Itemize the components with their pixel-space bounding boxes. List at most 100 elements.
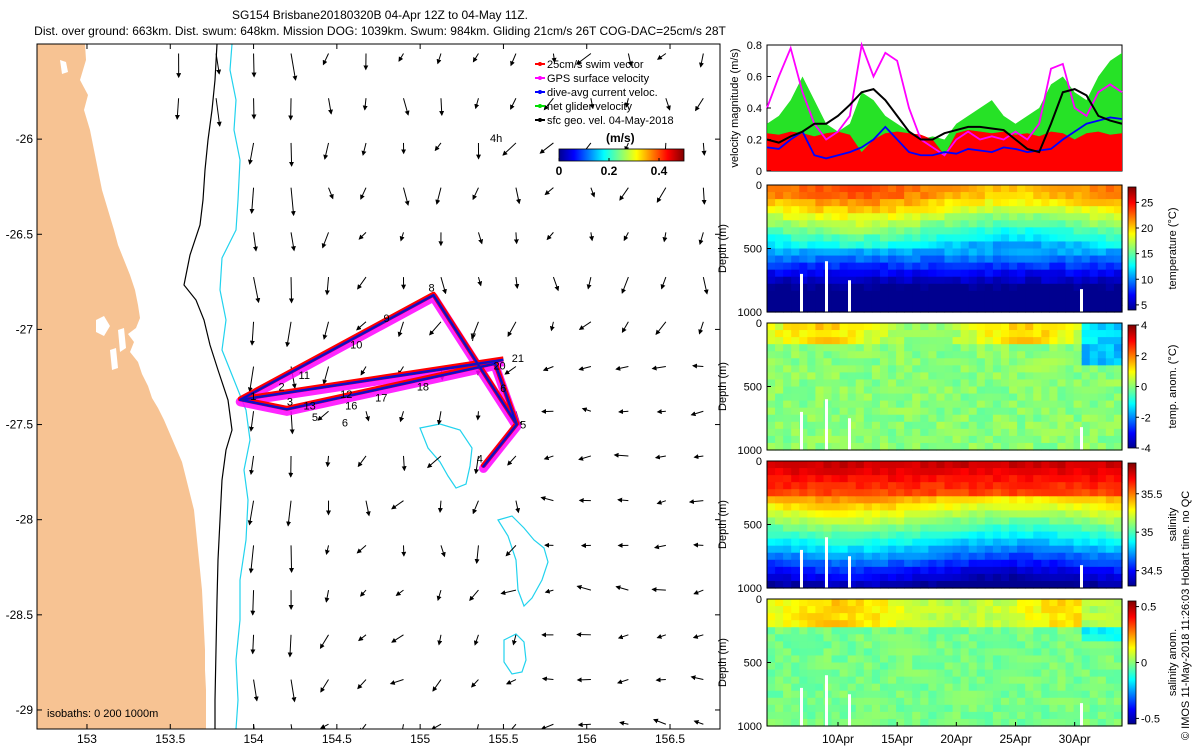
section-cell [1105,704,1115,713]
section-cell [1000,276,1010,285]
section-cell [968,676,978,685]
section-cell [1081,435,1091,444]
section-cell [976,407,986,416]
section-cell [976,531,986,540]
section-cell [952,330,962,338]
section-cell [831,407,841,416]
section-cell [1105,365,1115,373]
missing-data-gap [800,549,803,588]
section-cell [984,283,994,292]
section-cell [976,648,986,657]
section-cell [839,290,849,299]
section-cell [976,669,986,678]
velocity-arrow [539,142,554,154]
velocity-arrow [174,98,180,120]
section-cell [815,503,825,511]
section-cell [799,531,808,540]
section-cell [904,442,913,451]
section-cell [815,641,825,649]
section-cell [1105,461,1115,469]
section-cell [1033,185,1042,193]
section-cell [920,283,929,292]
section-cell [944,435,954,444]
section-cell [1073,255,1083,264]
section-cell [936,262,946,271]
track-day-label: 13 [304,400,316,412]
section-cell [815,683,825,692]
section-cell [960,185,970,193]
section-cell [1089,676,1099,685]
section-cell [775,227,784,235]
section-cell [888,435,897,444]
section-cell [944,524,954,533]
section-colorbar [1127,462,1137,587]
section-cell [1057,421,1067,430]
section-cell [815,351,825,359]
section-cell [1017,669,1026,678]
section-cell [992,276,1002,285]
section-cell [928,393,938,402]
section-cell [1065,627,1075,635]
section-cell [775,297,784,306]
section-cell [791,351,800,359]
section-cell [1057,627,1067,635]
section-cell [1113,365,1123,373]
section-cell [807,538,817,547]
section-cell [767,407,776,416]
section-cell [855,545,865,554]
section-cell [936,351,946,359]
section-cell [1105,580,1115,589]
section-cell [960,655,970,664]
section-cell [839,627,849,635]
section-cell [1105,683,1115,692]
section-cell [1033,538,1042,547]
section-cell [1073,241,1083,250]
section-cell [799,220,808,228]
section-cell [863,634,873,642]
section-cell [855,393,865,402]
section-cell [896,641,905,649]
velocity-arrow [502,142,517,156]
section-cell [871,697,881,706]
section-cell [1081,690,1091,699]
section-cell [1089,524,1099,533]
section-cell [944,683,954,692]
section-cell [1073,276,1083,285]
section-cell [968,599,978,607]
section-cell [799,386,808,395]
section-cell [1009,662,1018,671]
section-cell [976,545,986,554]
section-cell [847,538,857,547]
section-cell [896,304,905,313]
section-cell [1009,718,1018,727]
section-cbar-tick-label: 10 [1141,274,1153,286]
velocity-ytick-label: 0 [756,166,762,178]
section-cell [1081,524,1091,533]
section-cell [976,634,986,642]
section-cell [920,599,929,607]
section-cell [1113,227,1123,235]
section-cell [1089,697,1099,706]
section-cell [1000,365,1010,373]
section-cell [920,634,929,642]
section-cell [767,655,776,664]
section-cell [1081,276,1091,285]
section-cell [1105,379,1115,388]
velocity-arrow [397,321,404,338]
section-cell [1025,199,1034,207]
section-cell [799,538,808,547]
section-cell [976,559,986,568]
section-cell [1105,573,1115,582]
section-cell [1073,634,1083,642]
section-cell [976,566,986,575]
section-cell [815,461,825,469]
section-cell [944,351,954,359]
section-cell [1057,573,1067,582]
section-cell [815,199,825,207]
section-cell [944,531,954,540]
section-cell [1097,297,1107,306]
section-cell [984,524,994,533]
section-cell [1000,517,1010,526]
section-cell [831,718,841,727]
section-cell [791,510,800,519]
